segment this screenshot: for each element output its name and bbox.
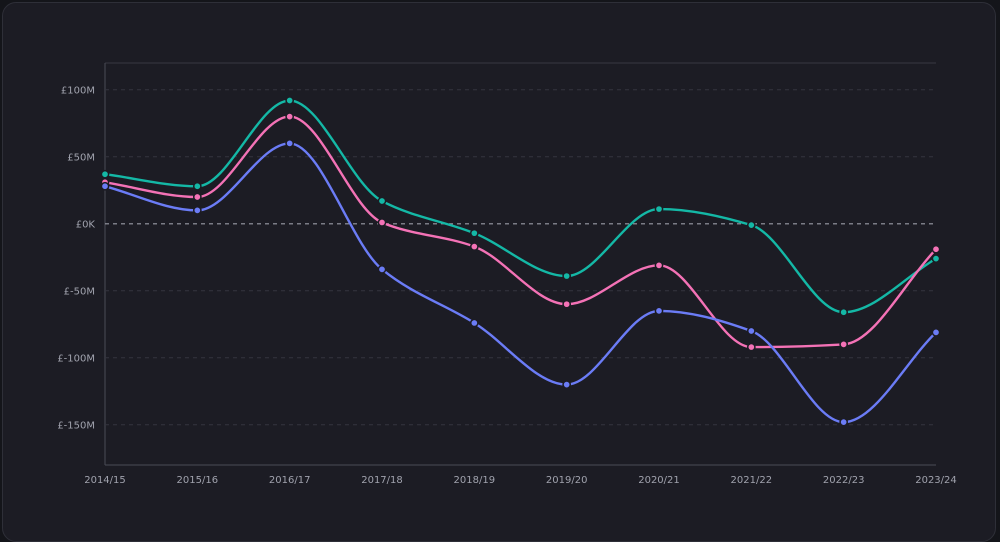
series-line: [104, 115, 937, 349]
y-tick-label: £100M: [61, 85, 95, 96]
y-tick-label: £50M: [67, 152, 95, 163]
x-tick-label: 2020/21: [638, 475, 680, 486]
data-point: [654, 306, 664, 316]
data-point: [192, 206, 202, 215]
x-tick-label: 2016/17: [269, 475, 311, 486]
data-point: [100, 181, 110, 191]
x-tick-label: 2019/20: [546, 475, 588, 486]
data-point: [285, 139, 295, 148]
data-point: [931, 327, 941, 337]
series-3: [100, 139, 941, 427]
x-tick-label: 2021/22: [731, 475, 773, 486]
data-point: [654, 260, 664, 270]
y-tick-label: £-100M: [57, 353, 95, 364]
data-point: [285, 96, 295, 105]
y-tick-label: £-150M: [57, 420, 95, 431]
data-point: [562, 380, 572, 389]
series-line: [104, 142, 937, 424]
data-point: [562, 271, 572, 281]
line-chart: £100M £50M £0K £-50M £-100M £-150M 2014/15 2015…: [57, 62, 957, 486]
data-point: [377, 196, 387, 206]
data-point: [746, 342, 756, 352]
data-point: [839, 340, 849, 349]
y-tick-label: £0K: [76, 219, 96, 230]
data-point: [469, 228, 479, 238]
data-point: [654, 204, 664, 214]
data-point: [562, 299, 572, 309]
data-point: [469, 318, 479, 328]
data-point: [192, 181, 202, 191]
data-point: [192, 192, 202, 202]
data-point: [377, 218, 387, 227]
data-point: [746, 220, 756, 230]
data-point: [931, 254, 941, 263]
data-point: [285, 112, 295, 121]
data-point: [100, 169, 110, 179]
series-line: [104, 99, 937, 314]
data-point: [746, 326, 756, 336]
x-tick-label: 2014/15: [84, 475, 126, 486]
data-point: [839, 307, 849, 317]
x-tick-label: 2018/19: [454, 475, 496, 486]
y-tick-label: £-50M: [64, 286, 95, 297]
x-tick-label: 2015/16: [177, 475, 219, 486]
data-point: [469, 242, 479, 251]
x-tick-label: 2022/23: [823, 475, 865, 486]
x-tick-label: 2023/24: [915, 475, 957, 486]
data-point: [839, 417, 849, 427]
series-1: [100, 96, 941, 317]
series-2: [100, 112, 941, 352]
data-point: [931, 244, 941, 254]
data-point: [377, 265, 387, 274]
x-tick-label: 2017/18: [361, 475, 403, 486]
